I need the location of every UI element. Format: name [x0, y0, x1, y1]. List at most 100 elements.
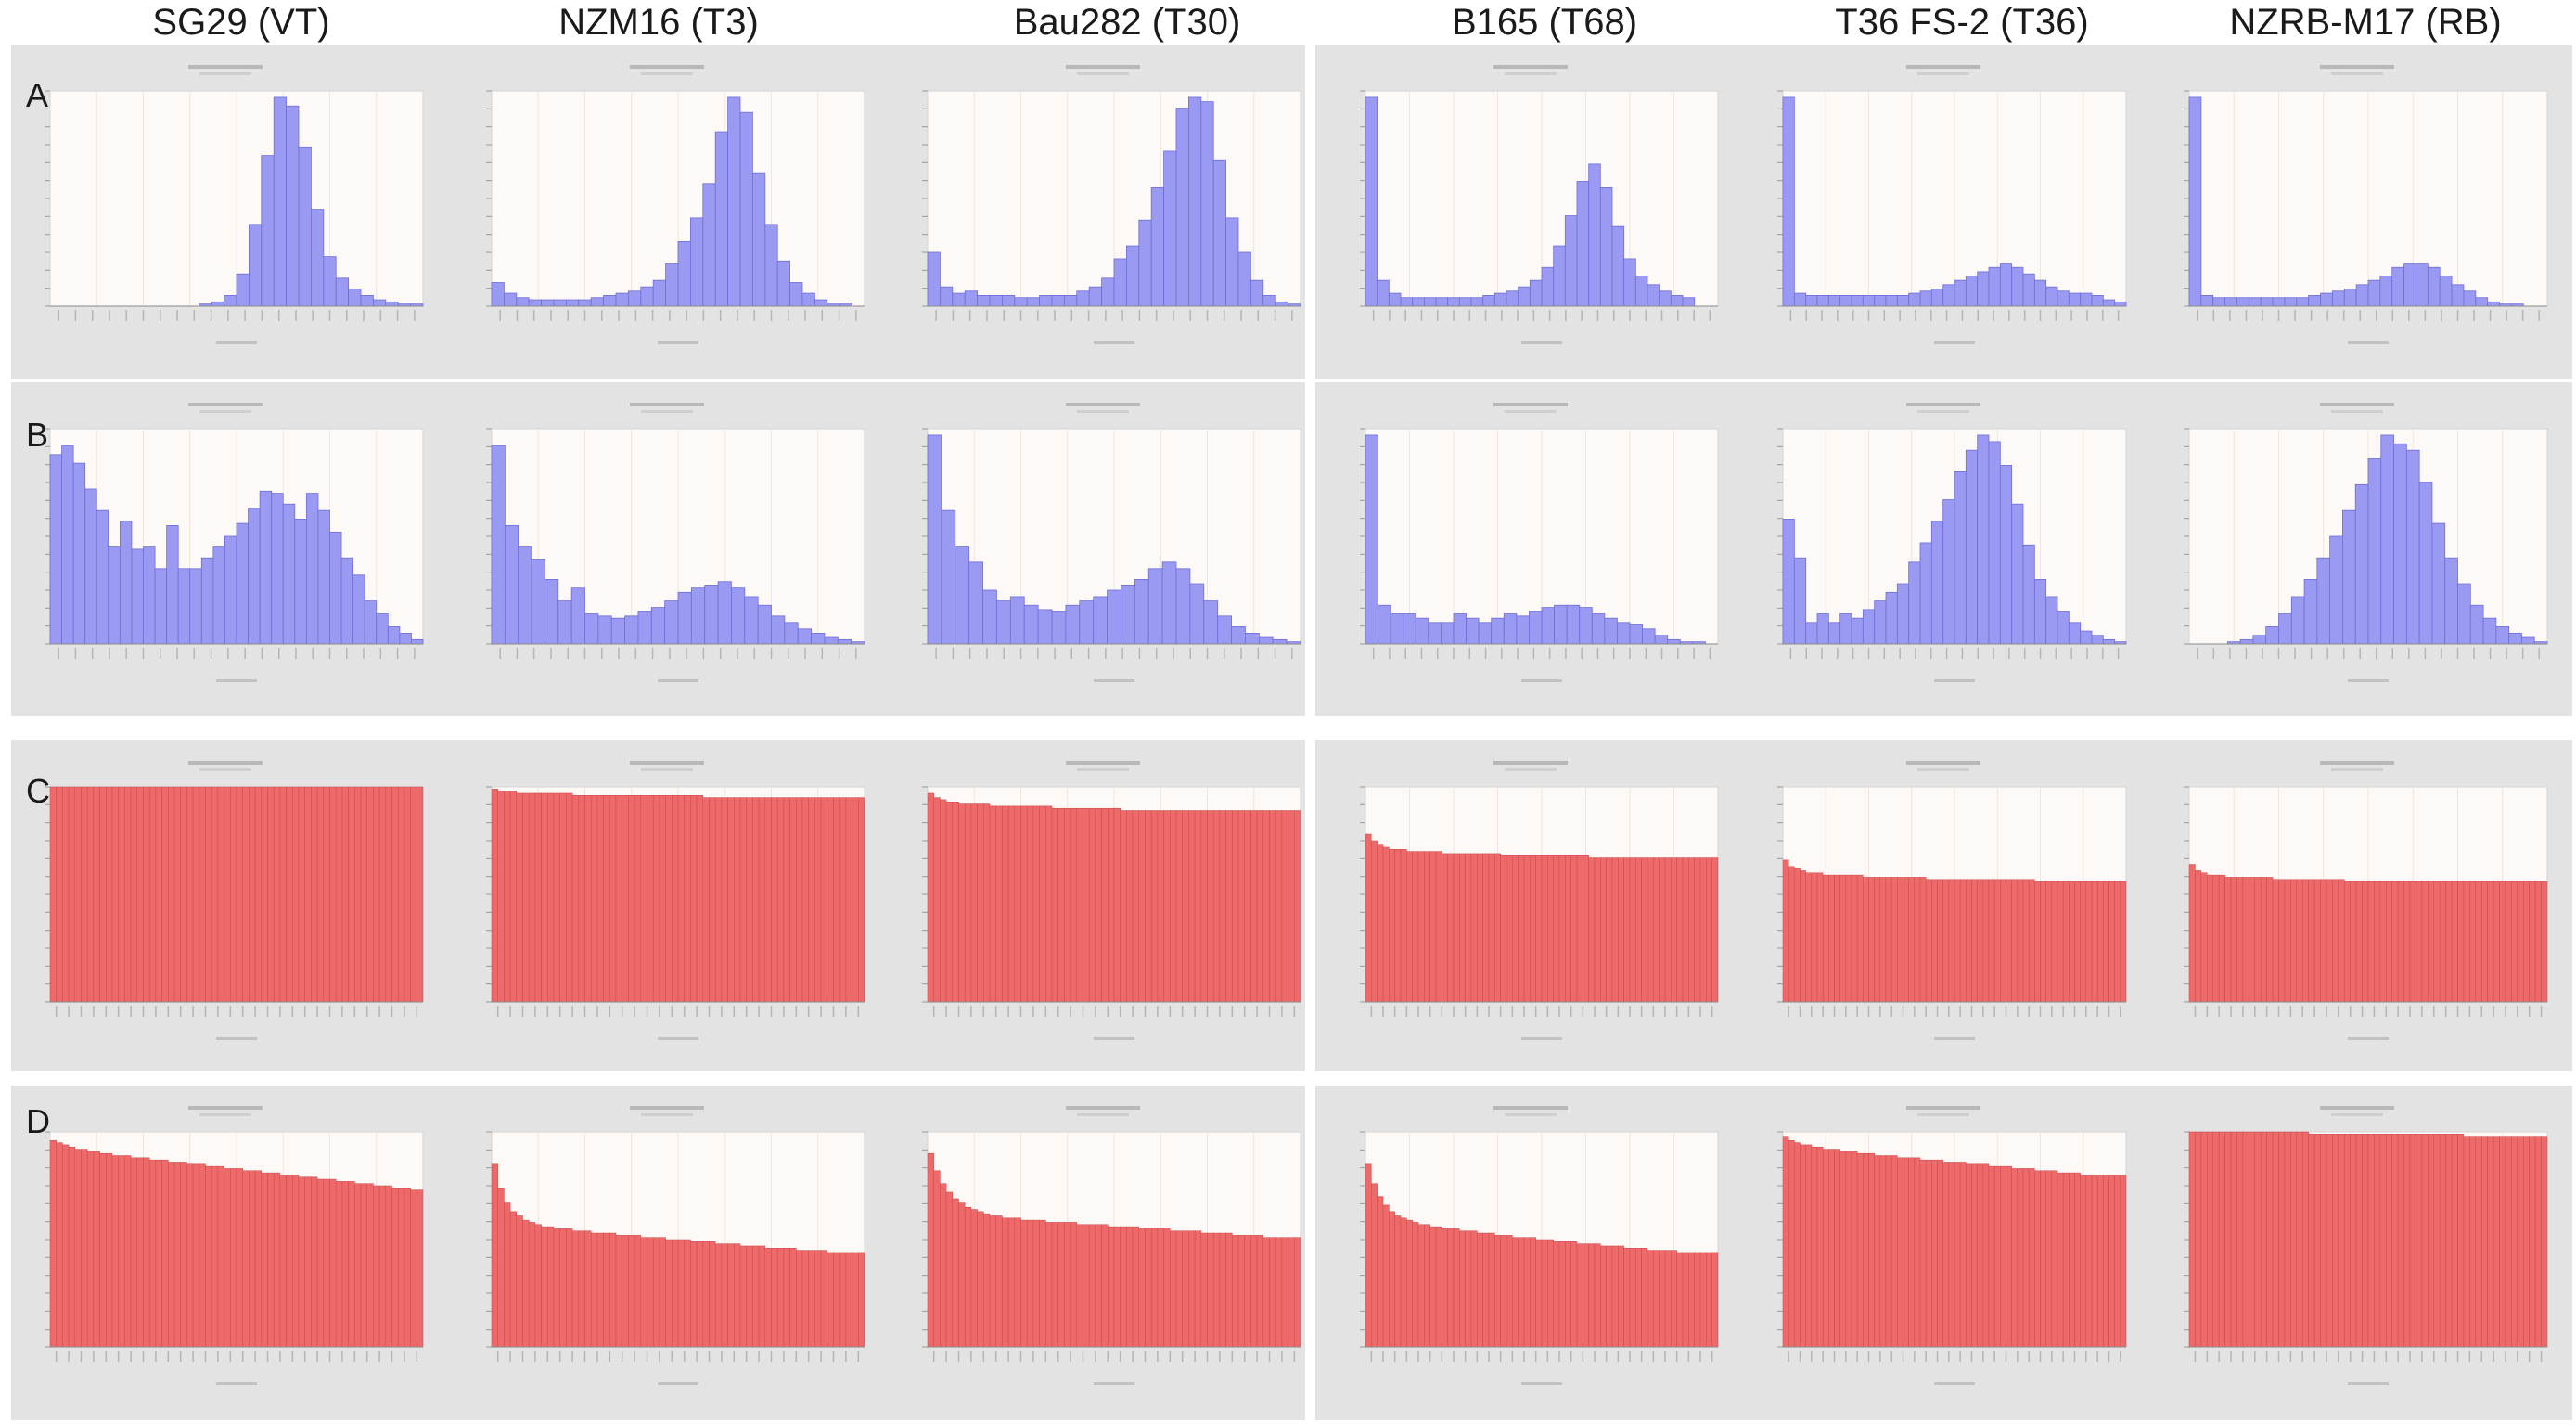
data-bar: [1971, 879, 1978, 1003]
data-bar: [1566, 604, 1581, 645]
data-bar: [1993, 1165, 2001, 1348]
data-bar: [553, 792, 560, 1003]
data-bar: [286, 105, 300, 307]
data-bar: [56, 786, 63, 1003]
data-bar: [1026, 1219, 1034, 1348]
data-bar: [1676, 1252, 1684, 1348]
data-bar: [940, 799, 947, 1003]
data-bar: [2045, 286, 2058, 307]
data-bar: [155, 786, 162, 1003]
data-bar: [2028, 1168, 2035, 1348]
data-bar: [1591, 613, 1606, 645]
data-bar: [1157, 810, 1164, 1003]
data-bar: [2242, 877, 2249, 1003]
data-bar: [1225, 217, 1239, 307]
data-bar: [796, 797, 803, 1003]
chart-subtitle-mark: [1917, 410, 1969, 413]
data-bar: [1194, 810, 1202, 1003]
data-bar: [2200, 872, 2208, 1003]
data-bar: [1816, 613, 1829, 645]
data-bar: [628, 290, 642, 307]
data-bar: [2416, 1134, 2423, 1348]
data-bar: [2499, 881, 2506, 1003]
data-bar: [721, 797, 728, 1003]
data-bar: [2416, 263, 2429, 307]
data-bar: [615, 292, 629, 307]
data-bar: [945, 801, 954, 1003]
data-bar: [1788, 1140, 1795, 1348]
data-bar: [1108, 1226, 1115, 1348]
data-bar: [624, 615, 639, 645]
data-bar: [1794, 1142, 1801, 1348]
data-bar: [323, 786, 330, 1003]
data-bar: [827, 797, 834, 1003]
data-bar: [541, 792, 548, 1003]
data-bar: [1954, 279, 1967, 307]
data-bar: [84, 488, 97, 645]
data-bar: [56, 1142, 63, 1348]
data-bar: [927, 792, 934, 1003]
data-bar: [776, 1248, 785, 1348]
column-header-nzrbm17: NZRB-M17 (RB): [2229, 2, 2502, 43]
data-bar: [2120, 881, 2127, 1003]
data-bar: [1219, 810, 1226, 1003]
data-bar: [2313, 1134, 2321, 1348]
data-bar: [2379, 276, 2393, 307]
data-bar: [166, 525, 179, 645]
data-bar: [261, 786, 268, 1003]
data-bar: [2342, 509, 2356, 645]
data-bar: [348, 1181, 355, 1348]
data-bar: [2367, 881, 2375, 1003]
data-bar: [1828, 874, 1835, 1003]
data-bar: [684, 795, 691, 1003]
data-bar: [1126, 810, 1134, 1003]
data-bar: [387, 626, 401, 645]
data-bar: [734, 797, 741, 1003]
data-bar: [739, 797, 747, 1003]
data-bar: [2034, 1170, 2041, 1348]
data-bar: [491, 282, 505, 307]
data-bar: [1988, 441, 2001, 645]
chart-title-mark: [1066, 403, 1140, 406]
chart-subtitle-mark: [1917, 1113, 1969, 1116]
data-bar: [2091, 294, 2104, 307]
data-bar: [1553, 855, 1560, 1003]
data-bar: [528, 1222, 536, 1348]
data-bar: [596, 1232, 604, 1348]
data-bar: [1988, 266, 2001, 307]
data-bar: [684, 1239, 691, 1348]
data-bar: [1389, 1211, 1395, 1348]
data-bar: [282, 503, 296, 645]
data-bar: [2248, 297, 2262, 307]
data-bar: [1959, 1162, 1967, 1348]
data-bar: [1442, 1228, 1448, 1348]
data-bar: [1594, 1243, 1601, 1348]
data-bar: [578, 795, 585, 1003]
data-bar: [2308, 879, 2315, 1003]
data-bar: [628, 795, 635, 1003]
data-bar: [1647, 857, 1654, 1003]
data-bar: [2374, 881, 2381, 1003]
data-bar: [1659, 857, 1666, 1003]
data-bar: [752, 797, 760, 1003]
data-bar: [212, 546, 225, 645]
data-bar: [1642, 628, 1656, 645]
data-bar: [292, 1175, 300, 1348]
data-bar: [2207, 1131, 2213, 1348]
data-bar: [93, 1151, 100, 1348]
data-bar: [2033, 279, 2047, 307]
data-bar: [1529, 279, 1543, 307]
data-bar: [1039, 294, 1053, 307]
data-bar: [1623, 258, 1636, 307]
data-bar: [143, 546, 156, 645]
column-header-nzm16: NZM16 (T3): [558, 2, 759, 43]
data-bar: [547, 1226, 555, 1348]
data-bar: [1390, 613, 1404, 645]
data-bar: [1618, 857, 1624, 1003]
data-bar: [1269, 1237, 1276, 1348]
data-bar: [1428, 622, 1442, 645]
data-bar: [404, 1188, 411, 1348]
data-bar: [2338, 879, 2345, 1003]
data-bar: [316, 786, 325, 1003]
data-bar: [995, 805, 1003, 1003]
